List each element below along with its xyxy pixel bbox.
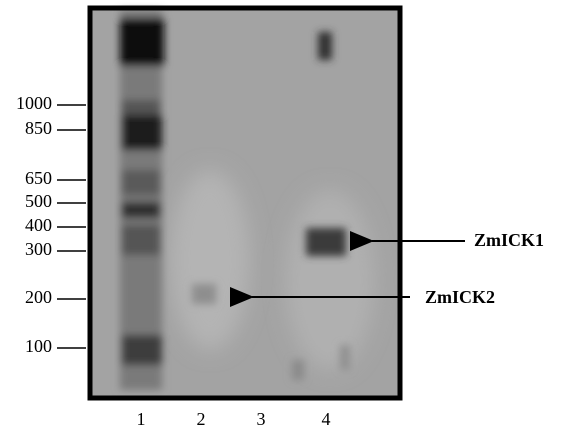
marker-label: 200 (25, 287, 52, 307)
marker-label: 850 (25, 118, 52, 138)
marker-label: 500 (25, 191, 52, 211)
lane-label: 3 (257, 409, 266, 429)
lane-labels: 1 2 3 4 (137, 409, 331, 429)
marker-label: 300 (25, 239, 52, 259)
marker-label: 650 (25, 168, 52, 188)
lane-label: 4 (322, 409, 331, 429)
annotation: ZmICK1 (474, 230, 544, 250)
gel (90, 8, 400, 398)
gel-figure: 1000 850 650 500 400 300 200 100 1 2 3 4 ZmICK1 Zm… (0, 0, 576, 435)
lane-label: 2 (197, 409, 206, 429)
marker-label: 100 (25, 336, 52, 356)
lane-label: 1 (137, 409, 146, 429)
size-markers: 1000 850 650 500 400 300 200 100 (16, 93, 86, 356)
annotation: ZmICK2 (425, 287, 495, 307)
marker-label: 1000 (16, 93, 52, 113)
marker-label: 400 (25, 215, 52, 235)
